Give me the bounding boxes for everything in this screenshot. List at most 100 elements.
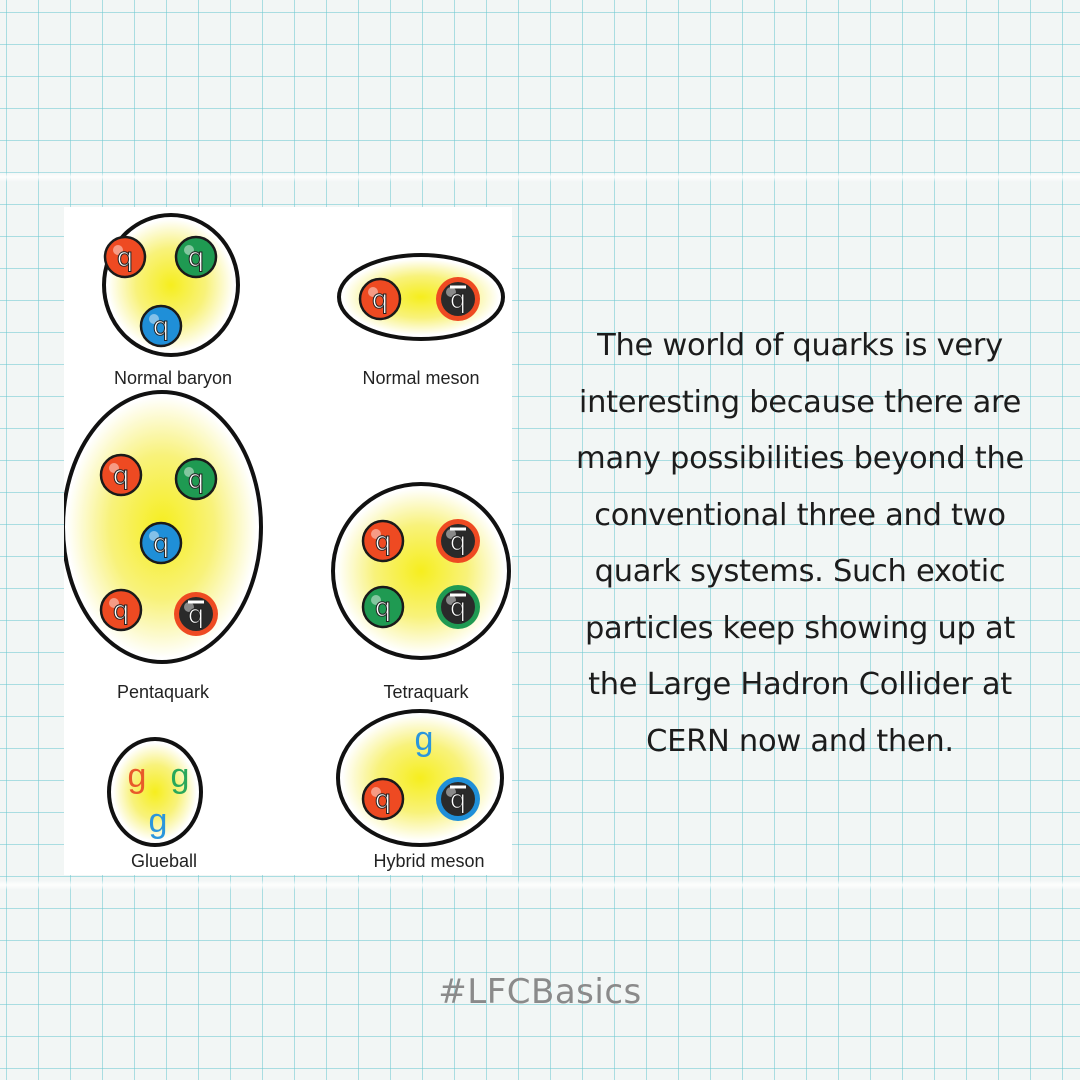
gluon-symbol: g <box>149 802 168 840</box>
paper-fold-top <box>0 172 1080 182</box>
quark-highlight <box>109 598 119 608</box>
quark-symbol: q <box>153 529 170 559</box>
antiquark-symbol: q <box>450 785 467 815</box>
quark: q <box>361 777 405 821</box>
quark-core <box>358 277 402 321</box>
tetraquark-label: Tetraquark <box>383 682 469 702</box>
gluon-symbol: g <box>415 720 434 758</box>
quark-highlight <box>446 529 456 539</box>
pentaquark-label: Pentaquark <box>116 682 210 702</box>
body-line: conventional three and two <box>594 497 1006 533</box>
glueball: g gg <box>107 737 203 847</box>
quark-core <box>139 521 183 565</box>
tetraquark: q q q q <box>331 482 511 660</box>
antiquark: q <box>436 519 480 563</box>
antiquark-symbol: q <box>450 285 467 315</box>
quark: q <box>99 588 143 632</box>
body-line: quark systems. Such exotic <box>594 554 1006 589</box>
antiquark: q <box>436 277 480 321</box>
quark: q <box>361 585 405 629</box>
antiquark-core <box>441 282 475 316</box>
quark-highlight <box>149 314 159 324</box>
quark-symbol: q <box>372 285 389 315</box>
gluon-symbol: g <box>171 757 190 795</box>
quark-core <box>99 588 143 632</box>
antiquark-symbol: q <box>188 600 205 630</box>
quark-symbol: q <box>113 461 130 491</box>
quark-highlight <box>149 531 159 541</box>
quark-highlight <box>371 595 381 605</box>
body-text: The world of quarks is very interesting … <box>530 318 1070 770</box>
hadron-outline <box>102 213 240 357</box>
quark-symbol: q <box>117 243 134 273</box>
body-line: particles keep showing up at <box>584 610 1016 646</box>
quark: q <box>361 519 405 563</box>
quark-symbol: q <box>188 243 205 273</box>
quark-highlight <box>446 787 456 797</box>
antiquark: q <box>436 585 480 629</box>
quark-core <box>103 235 147 279</box>
quark-symbol: q <box>188 465 205 495</box>
color-field-glow <box>337 488 505 654</box>
quark: q <box>174 235 218 279</box>
body-line: CERN now and then. <box>646 723 954 759</box>
quark: q <box>139 304 183 348</box>
normal-baryon-label: Normal baryon <box>113 368 233 388</box>
hashtag: #LFCBasics <box>438 972 642 1012</box>
color-field-glow <box>113 743 197 841</box>
quark-core <box>139 304 183 348</box>
normal-baryon: q q q <box>102 213 240 357</box>
quark-core <box>361 777 405 821</box>
hadron-outline <box>64 390 263 664</box>
quark-highlight <box>371 529 381 539</box>
quark: q <box>99 453 143 497</box>
paper-fold-bottom <box>0 880 1080 890</box>
quark: q <box>358 277 402 321</box>
quark-highlight <box>446 595 456 605</box>
hybrid-meson-label: Hybrid meson <box>373 851 485 871</box>
glueball-label: Glueball <box>130 851 198 871</box>
quark-highlight <box>113 245 123 255</box>
quark: q <box>174 457 218 501</box>
quark-highlight <box>184 245 194 255</box>
quark: q <box>103 235 147 279</box>
hadron-outline <box>337 253 505 341</box>
quark-core <box>361 585 405 629</box>
quark-core <box>361 519 405 563</box>
quark-core <box>174 235 218 279</box>
hadron-outline <box>107 737 203 847</box>
antiquark-core <box>441 782 475 816</box>
quark-highlight <box>446 287 456 297</box>
quark-core <box>99 453 143 497</box>
hadron-outline <box>331 482 511 660</box>
quark: q <box>139 521 183 565</box>
hadron-outline <box>336 709 504 847</box>
quark-core <box>174 457 218 501</box>
antiquark-symbol: q <box>450 593 467 623</box>
antiquark: q <box>174 592 218 636</box>
body-line: many possibilities beyond the <box>576 441 1024 476</box>
quark-symbol: q <box>375 593 392 623</box>
pentaquark: q q q q q <box>64 390 263 664</box>
hybrid-meson: gq q <box>336 709 504 847</box>
antiquark: q <box>436 777 480 821</box>
quark-highlight <box>371 787 381 797</box>
antiquark-symbol: q <box>450 527 467 557</box>
gluon-symbol: g <box>128 757 147 795</box>
body-line: interesting because there are <box>578 384 1022 420</box>
body-line: the Large Hadron Collider at <box>588 667 1012 702</box>
quark-symbol: q <box>153 312 170 342</box>
quark-symbol: q <box>375 527 392 557</box>
antiquark-core <box>441 590 475 624</box>
quark-highlight <box>184 467 194 477</box>
body-line: The world of quarks is very <box>597 328 1003 363</box>
quark-highlight <box>184 602 194 612</box>
antiquark-core <box>179 597 213 631</box>
quark-symbol: q <box>113 596 130 626</box>
quark-symbol: q <box>375 785 392 815</box>
quark-highlight <box>368 287 378 297</box>
quark-highlight <box>109 463 119 473</box>
